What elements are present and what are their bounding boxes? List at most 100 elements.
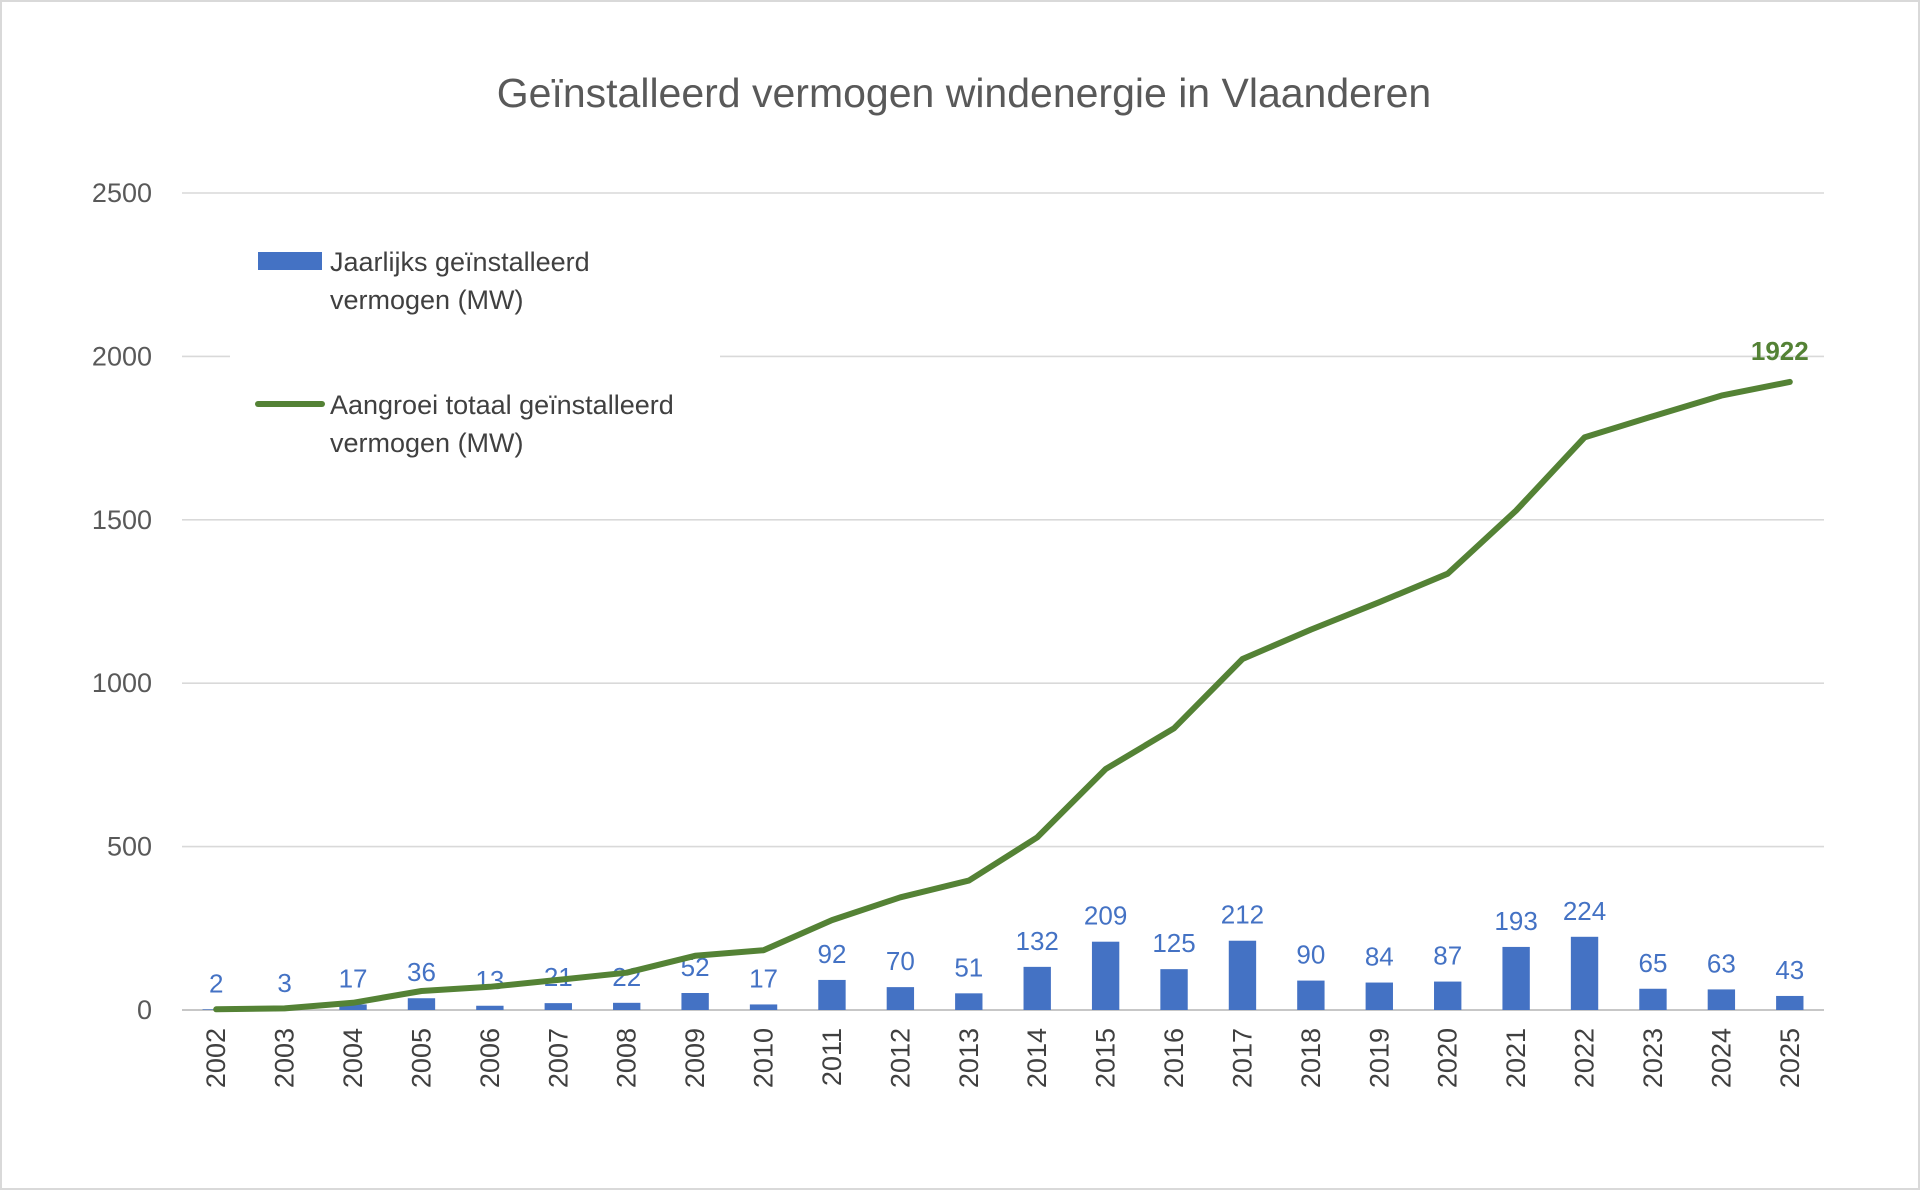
bar-data-label: 87 (1433, 941, 1462, 971)
bar-2005 (407, 998, 436, 1010)
bar-2009 (681, 993, 709, 1010)
legend-bar-label-line-2: vermogen (MW) (330, 285, 524, 315)
bar-2023 (1639, 988, 1667, 1010)
x-tick-label: 2014 (1022, 1028, 1052, 1088)
bar-2012 (886, 987, 915, 1010)
bar-data-label: 90 (1296, 940, 1325, 970)
y-axis-ticks: 0 500 1000 1500 2000 2500 (92, 178, 152, 1025)
x-tick-label: 2017 (1227, 1028, 1257, 1088)
bar-data-label: 84 (1365, 942, 1394, 972)
line-point-2011 (830, 919, 833, 922)
bar-data-label: 63 (1707, 948, 1736, 978)
chart-title: Geïnstalleerd vermogen windenergie in Vl… (497, 70, 1431, 116)
legend-line-label-line-1: Aangroei totaal geïnstalleerd (330, 390, 674, 420)
bar-data-label: 70 (886, 946, 915, 976)
line-point-2014 (1036, 836, 1039, 839)
gridlines (182, 192, 1824, 1011)
bar-data-label: 51 (954, 952, 983, 982)
legend: Jaarlijks geïnstalleerd vermogen (MW) Aa… (230, 247, 720, 458)
x-tick-label: 2006 (475, 1028, 505, 1088)
cumulative-line (213, 378, 1793, 1013)
line-end-label: 1922 (1751, 336, 1809, 366)
bar-data-label: 193 (1494, 906, 1537, 936)
line-point-2003 (283, 1007, 286, 1010)
line-point-2019 (1378, 601, 1381, 604)
x-tick-label: 2011 (817, 1028, 847, 1086)
x-tick-label: 2008 (612, 1028, 642, 1088)
bar-2017 (1228, 940, 1257, 1010)
legend-background (230, 346, 720, 376)
bar-series (202, 936, 1804, 1010)
line-point-2005 (420, 990, 423, 993)
line-point-2022 (1583, 436, 1586, 439)
x-tick-label: 2021 (1501, 1028, 1531, 1088)
bar-data-label: 2 (209, 968, 223, 998)
bar-2022 (1570, 936, 1599, 1010)
bar-2016 (1160, 969, 1188, 1010)
line-point-2008 (625, 971, 628, 974)
x-tick-label: 2005 (406, 1028, 436, 1088)
bar-2024 (1707, 989, 1736, 1010)
bar-2007 (544, 1003, 572, 1010)
legend-line-label-line-2: vermogen (MW) (330, 428, 524, 458)
x-tick-label: 2012 (885, 1028, 915, 1088)
y-tick-label: 500 (107, 832, 152, 862)
x-tick-label: 2025 (1775, 1028, 1805, 1088)
x-tick-label: 2022 (1570, 1028, 1600, 1088)
line-point-2021 (1515, 509, 1518, 512)
bar-2010 (749, 1004, 778, 1010)
legend-bar-swatch (258, 252, 322, 270)
bar-data-label: 132 (1016, 926, 1059, 956)
line-point-2015 (1104, 768, 1107, 771)
bar-2021 (1502, 946, 1530, 1010)
y-tick-label: 1000 (92, 668, 152, 698)
bar-data-label: 43 (1775, 955, 1804, 985)
bar-data-label: 17 (339, 963, 368, 993)
line-point-2007 (557, 978, 560, 981)
x-tick-label: 2024 (1706, 1028, 1736, 1088)
bar-2018 (1297, 980, 1325, 1010)
bar-data-label: 209 (1084, 901, 1127, 931)
bar-data-label: 212 (1221, 900, 1264, 930)
line-point-2002 (215, 1008, 218, 1011)
x-tick-label: 2016 (1159, 1028, 1189, 1088)
line-point-2024 (1720, 394, 1723, 397)
x-axis-ticks: 2002 2003 2004 2005 2006 2007 2008 2009 2010 2011… (201, 1028, 1805, 1088)
line-point-2025 (1788, 380, 1791, 383)
x-tick-label: 2002 (201, 1028, 231, 1088)
line-point-2013 (967, 879, 970, 882)
line-point-2020 (1446, 572, 1449, 575)
legend-bar-label-line-1: Jaarlijks geïnstalleerd (330, 247, 590, 277)
bar-data-label: 92 (817, 939, 846, 969)
bar-data-label: 125 (1152, 928, 1195, 958)
y-tick-label: 0 (137, 995, 152, 1025)
x-tick-label: 2023 (1638, 1028, 1668, 1088)
line-point-2009 (694, 954, 697, 957)
line-point-2012 (899, 896, 902, 899)
line-point-2010 (762, 949, 765, 952)
bar-data-label: 17 (749, 963, 778, 993)
bar-2025 (1776, 995, 1804, 1010)
line-point-2017 (1241, 658, 1244, 661)
bar-data-label: 22 (612, 962, 641, 992)
bar-2013 (955, 993, 983, 1010)
x-tick-label: 2018 (1296, 1028, 1326, 1088)
bar-2004 (339, 1004, 367, 1010)
line-point-2023 (1651, 415, 1654, 418)
y-tick-label: 2500 (92, 178, 152, 208)
line-series: 1922 (213, 336, 1809, 1013)
bar-2019 (1365, 982, 1393, 1010)
bar-2008 (613, 1002, 641, 1010)
x-tick-label: 2019 (1364, 1028, 1394, 1088)
x-tick-label: 2009 (680, 1028, 710, 1088)
bar-2020 (1434, 981, 1462, 1010)
x-tick-label: 2003 (270, 1028, 300, 1088)
y-tick-label: 1500 (92, 505, 152, 535)
line-point-2006 (488, 985, 491, 988)
x-tick-label: 2020 (1433, 1028, 1463, 1088)
bar-data-label: 65 (1638, 948, 1667, 978)
bar-2015 (1091, 941, 1120, 1010)
